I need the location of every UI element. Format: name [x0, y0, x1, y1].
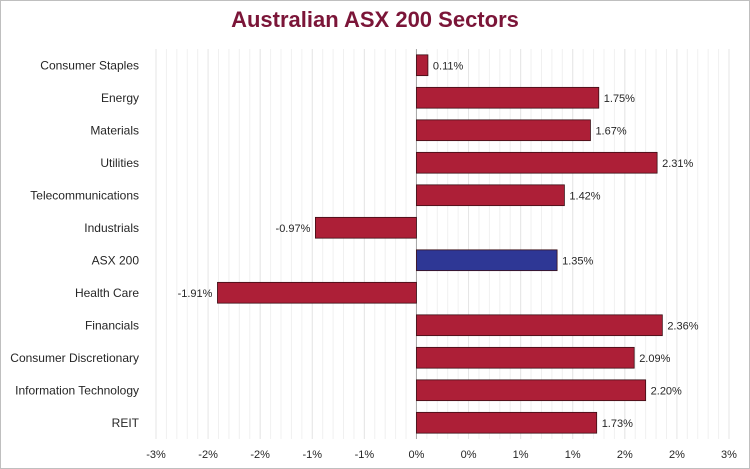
x-tick-label: 1% — [513, 449, 529, 461]
category-label: Consumer Discretionary — [10, 351, 139, 365]
category-label: Industrials — [84, 221, 139, 235]
data-label: -0.97% — [276, 223, 311, 235]
x-tick-label: 0% — [409, 449, 425, 461]
category-label: Utilities — [100, 156, 139, 170]
data-label: 2.20% — [651, 385, 682, 397]
x-tick-label: -3% — [146, 449, 166, 461]
x-tick-label: 2% — [669, 449, 685, 461]
category-label: Materials — [90, 123, 139, 137]
data-label: 1.75% — [604, 93, 635, 105]
bar — [217, 281, 417, 304]
bar — [416, 151, 658, 174]
bar — [416, 184, 565, 207]
x-tick-label: 0% — [461, 449, 477, 461]
x-tick-label: -2% — [250, 449, 270, 461]
category-label: Financials — [85, 318, 139, 332]
bar — [416, 54, 429, 77]
category-label: REIT — [112, 416, 140, 430]
x-tick-label: 3% — [721, 449, 737, 461]
category-label: ASX 200 — [92, 253, 140, 267]
chart-title: Australian ASX 200 Sectors — [231, 7, 519, 32]
x-tick-label: 2% — [617, 449, 633, 461]
bar — [416, 379, 647, 402]
data-label: 1.73% — [602, 418, 633, 430]
bar — [416, 411, 598, 434]
category-label: Energy — [101, 91, 139, 105]
x-tick-label: 1% — [565, 449, 581, 461]
category-label: Consumer Staples — [40, 58, 139, 72]
category-label: Information Technology — [15, 383, 139, 397]
bar — [416, 314, 663, 337]
data-label: 2.36% — [667, 320, 698, 332]
data-label: 1.35% — [562, 255, 593, 267]
bar — [416, 249, 558, 272]
category-label: Health Care — [75, 286, 139, 300]
x-tick-label: -2% — [198, 449, 218, 461]
bar — [416, 86, 600, 109]
data-label: -1.91% — [178, 288, 213, 300]
data-label: 2.31% — [662, 158, 693, 170]
data-label: 2.09% — [639, 353, 670, 365]
data-label: 1.42% — [569, 190, 600, 202]
bar — [314, 216, 417, 239]
category-label: Telecommunications — [30, 188, 139, 202]
x-tick-label: -1% — [302, 449, 322, 461]
data-label: 0.11% — [433, 60, 464, 72]
bar — [416, 119, 591, 142]
bar — [416, 346, 635, 369]
data-label: 1.67% — [595, 125, 626, 137]
x-tick-label: -1% — [355, 449, 375, 461]
